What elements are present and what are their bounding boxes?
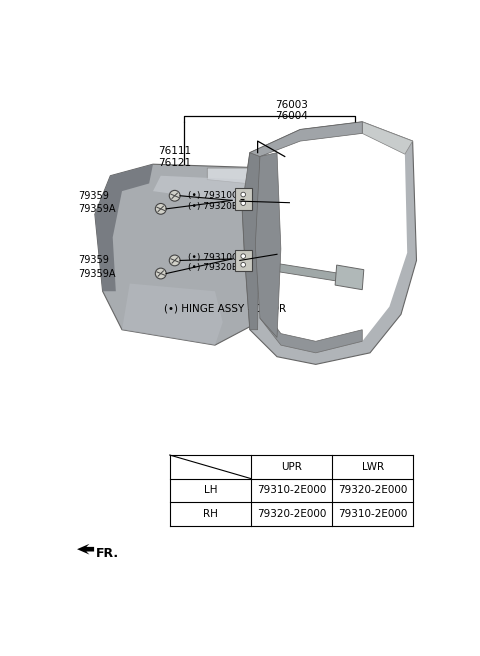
Circle shape [169,190,180,201]
Circle shape [241,254,246,258]
Polygon shape [95,164,285,345]
Circle shape [241,262,246,267]
Polygon shape [255,133,407,353]
Text: 79359A: 79359A [79,204,116,214]
Circle shape [241,201,246,205]
Text: (•) HINGE ASSY - DOOR: (•) HINGE ASSY - DOOR [164,303,286,313]
Polygon shape [242,122,417,364]
Polygon shape [77,544,94,554]
Text: FR.: FR. [96,546,119,560]
Text: 79359: 79359 [79,191,109,201]
Polygon shape [255,153,281,337]
Text: UPR: UPR [281,462,302,472]
Polygon shape [242,153,260,330]
Polygon shape [235,250,252,271]
Polygon shape [122,283,223,345]
Polygon shape [260,306,362,353]
Polygon shape [335,265,364,290]
Text: 79359A: 79359A [79,268,116,279]
Text: 79310-2E000: 79310-2E000 [257,485,326,495]
Text: LWR: LWR [362,462,384,472]
Text: LH: LH [204,485,217,495]
Text: (•) 79310C
(•) 79320B: (•) 79310C (•) 79320B [188,191,238,211]
Polygon shape [207,168,285,191]
Text: 79310-2E000: 79310-2E000 [338,509,408,519]
Circle shape [241,192,246,197]
Polygon shape [362,122,413,154]
Polygon shape [265,262,345,282]
Polygon shape [95,164,153,291]
Text: 79320-2E000: 79320-2E000 [338,485,408,495]
Text: (•) 79310C
(•) 79320B: (•) 79310C (•) 79320B [188,253,238,272]
Text: RH: RH [203,509,218,519]
Text: 76003
76004: 76003 76004 [276,100,308,121]
Text: 76111
76121: 76111 76121 [157,146,191,168]
Polygon shape [153,176,273,207]
Circle shape [156,268,166,279]
Polygon shape [235,188,252,210]
Text: 79320-2E000: 79320-2E000 [257,509,326,519]
Circle shape [156,203,166,215]
Text: 79359: 79359 [79,255,109,266]
Polygon shape [250,122,362,157]
Circle shape [169,255,180,266]
